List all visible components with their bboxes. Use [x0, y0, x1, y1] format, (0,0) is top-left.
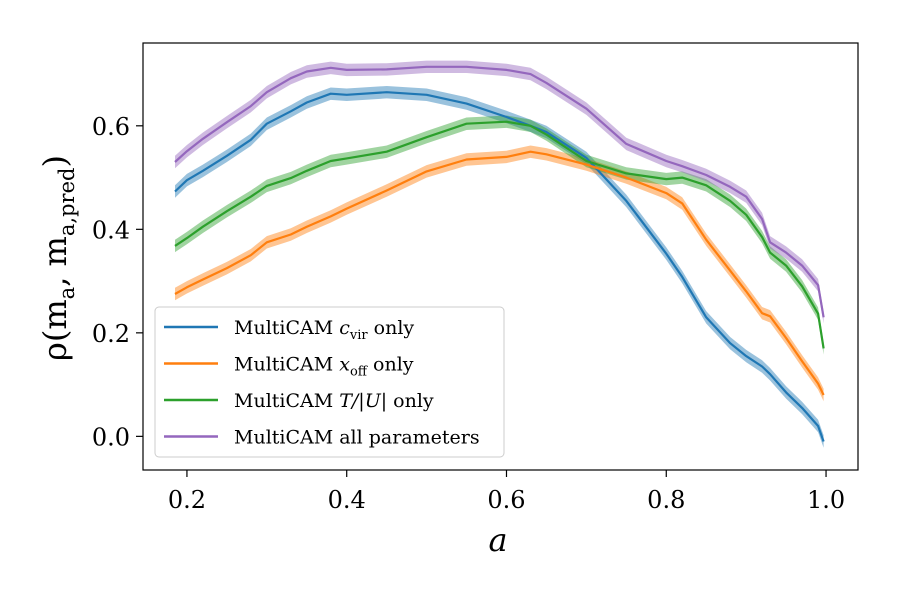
confidence-bands: [175, 60, 824, 448]
x-tick-label: 1.0: [807, 486, 845, 514]
svg-text:ρ(ma, ma,pred): ρ(ma, ma,pred): [36, 155, 79, 361]
y-axis-label: ρ(ma, ma,pred): [36, 155, 79, 361]
x-tick-label: 0.4: [328, 486, 366, 514]
y-tick-label: 0.4: [92, 216, 130, 244]
legend-label: MultiCAM cvir only: [234, 317, 414, 343]
x-tick-label: 0.8: [647, 486, 685, 514]
x-tick-label: 0.2: [168, 486, 206, 514]
y-tick-label: 0.0: [92, 423, 130, 451]
legend-item-1: MultiCAM cvir only: [164, 317, 414, 343]
legend-label: MultiCAM all parameters: [234, 427, 480, 449]
x-tick-label: 0.6: [487, 486, 525, 514]
plot-frame: [142, 42, 859, 471]
legend-box: [154, 306, 505, 458]
legend-item-3: MultiCAM T/|U| only: [164, 390, 434, 412]
x-axis: 0.2 0.4 0.6 0.8 1.0: [168, 470, 845, 514]
legend-label: MultiCAM xoff only: [234, 354, 414, 380]
line-series-3: [174, 120, 825, 349]
y-tick-label: 0.2: [92, 320, 130, 348]
x-axis-label: a: [488, 521, 507, 559]
line-series-4: [174, 65, 825, 318]
band-series-4: [175, 60, 824, 324]
series-lines: [174, 65, 825, 442]
legend: MultiCAM cvir only MultiCAM xoff only Mult…: [154, 306, 505, 458]
legend-item-4: MultiCAM all parameters: [164, 427, 480, 449]
y-tick-label: 0.6: [92, 113, 130, 141]
legend-label: MultiCAM T/|U| only: [234, 390, 434, 412]
band-series-2: [175, 145, 824, 402]
legend-item-2: MultiCAM xoff only: [164, 354, 414, 380]
band-series-3: [175, 115, 824, 355]
y-axis: 0.0 0.2 0.4 0.6: [92, 113, 143, 451]
line-series-2: [174, 150, 825, 396]
